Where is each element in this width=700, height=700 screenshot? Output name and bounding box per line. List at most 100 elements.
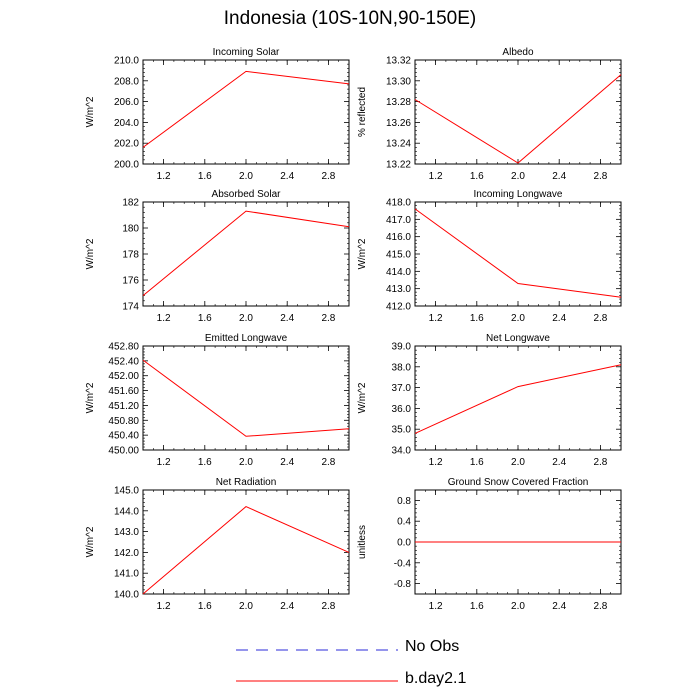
chart-incoming-solar: Incoming Solar W/m^2 1.2 1.6 2.0 2.4 2.8 200.0 2… bbox=[85, 47, 350, 182]
x-tick-label: 2.0 bbox=[239, 313, 253, 324]
legend-line-no-obs bbox=[236, 649, 398, 651]
y-tick-label: 140.0 bbox=[114, 590, 139, 601]
y-tick-label: 39.0 bbox=[392, 342, 412, 353]
y-tick-label: -0.4 bbox=[394, 558, 412, 569]
y-tick-label: 13.30 bbox=[386, 76, 411, 87]
x-tick-label: 2.4 bbox=[280, 171, 294, 182]
x-tick-label: 2.0 bbox=[511, 601, 525, 612]
y-tick-label: 206.0 bbox=[114, 97, 139, 108]
y-tick-label: 413.0 bbox=[386, 284, 411, 295]
y-tick-label: 200.0 bbox=[114, 160, 139, 171]
x-tick-label: 1.2 bbox=[429, 171, 443, 182]
y-tick-label: 452.40 bbox=[108, 356, 139, 367]
x-tick-label: 2.8 bbox=[593, 313, 607, 324]
y-tick-label: 452.80 bbox=[108, 342, 139, 353]
x-tick-label: 2.4 bbox=[280, 313, 294, 324]
y-tick-label: 415.0 bbox=[386, 250, 411, 261]
chart-title: Incoming Longwave bbox=[474, 189, 563, 200]
y-tick-label: 204.0 bbox=[114, 118, 139, 129]
chart-net-longwave: Net Longwave W/m^2 1.2 1.6 2.0 2.4 2.8 34.0 35.0… bbox=[357, 333, 622, 468]
x-tick-label: 1.6 bbox=[470, 601, 484, 612]
chart-incoming-longwave: Incoming Longwave W/m^2 1.2 1.6 2.0 2.4 2.8 412… bbox=[357, 189, 622, 324]
x-tick-label: 2.0 bbox=[239, 601, 253, 612]
y-tick-label: 452.00 bbox=[108, 371, 139, 382]
plot-frame bbox=[414, 345, 622, 451]
y-tick-label: 36.0 bbox=[392, 404, 412, 415]
y-tick-label: 35.0 bbox=[392, 425, 412, 436]
y-tick-label: 451.60 bbox=[108, 386, 139, 397]
chart-emitted-longwave: Emitted Longwave W/m^2 1.2 1.6 2.0 2.4 2.8 450.… bbox=[85, 333, 350, 468]
x-tick-label: 1.6 bbox=[198, 457, 212, 468]
x-tick-label: 2.8 bbox=[593, 171, 607, 182]
y-tick-label: 13.26 bbox=[386, 118, 411, 129]
y-tick-label: 417.0 bbox=[386, 215, 411, 226]
chart-title: Absorbed Solar bbox=[212, 189, 282, 200]
page-title: Indonesia (10S-10N,90-150E) bbox=[223, 8, 477, 29]
x-tick-label: 2.0 bbox=[239, 171, 253, 182]
x-tick-label: 2.0 bbox=[511, 313, 525, 324]
legend-label-b-day2-1: b.day2.1 bbox=[405, 670, 467, 687]
y-tick-label: 141.0 bbox=[114, 569, 139, 580]
x-tick-label: 2.8 bbox=[321, 457, 335, 468]
y-axis-label: W/m^2 bbox=[85, 382, 96, 413]
x-tick-label: 1.2 bbox=[429, 601, 443, 612]
chart-albedo: Albedo % reflected 1.2 1.6 2.0 2.4 2.8 13.22 13.… bbox=[357, 47, 622, 182]
x-tick-label: 1.2 bbox=[429, 457, 443, 468]
series-line-b-day2-1 bbox=[414, 74, 622, 164]
x-tick-label: 1.2 bbox=[157, 171, 171, 182]
y-tick-label: 416.0 bbox=[386, 232, 411, 243]
y-tick-label: 143.0 bbox=[114, 527, 139, 538]
series-line-b-day2-1 bbox=[414, 208, 622, 298]
x-tick-label: 2.4 bbox=[552, 601, 566, 612]
chart-title: Emitted Longwave bbox=[205, 333, 288, 344]
y-tick-label: 142.0 bbox=[114, 548, 139, 559]
x-tick-label: 1.6 bbox=[470, 313, 484, 324]
x-tick-label: 1.2 bbox=[157, 457, 171, 468]
y-tick-label: 202.0 bbox=[114, 139, 139, 150]
plot-frame bbox=[414, 59, 622, 165]
y-axis-label: W/m^2 bbox=[357, 238, 368, 269]
y-tick-label: 38.0 bbox=[392, 362, 412, 373]
y-tick-label: 414.0 bbox=[386, 267, 411, 278]
y-tick-label: 174 bbox=[122, 302, 139, 313]
x-tick-label: 2.4 bbox=[280, 601, 294, 612]
chart-title: Ground Snow Covered Fraction bbox=[448, 477, 589, 488]
x-tick-label: 2.8 bbox=[321, 171, 335, 182]
y-tick-label: 144.0 bbox=[114, 506, 139, 517]
y-tick-label: 13.24 bbox=[386, 139, 411, 150]
y-tick-label: 210.0 bbox=[114, 56, 139, 67]
y-tick-label: 34.0 bbox=[392, 446, 412, 457]
x-tick-label: 1.6 bbox=[470, 171, 484, 182]
x-tick-label: 2.4 bbox=[552, 313, 566, 324]
plot-frame bbox=[414, 201, 622, 307]
legend-label-no-obs: No Obs bbox=[405, 638, 460, 655]
y-tick-label: 37.0 bbox=[392, 383, 412, 394]
x-tick-label: 2.8 bbox=[321, 313, 335, 324]
y-tick-label: 450.80 bbox=[108, 416, 139, 427]
x-tick-label: 1.6 bbox=[198, 313, 212, 324]
plot-frame bbox=[142, 489, 350, 595]
y-axis-label: W/m^2 bbox=[85, 96, 96, 127]
y-tick-label: 450.00 bbox=[108, 446, 139, 457]
y-tick-label: -0.8 bbox=[394, 579, 412, 590]
x-tick-label: 1.2 bbox=[157, 601, 171, 612]
x-tick-label: 2.8 bbox=[321, 601, 335, 612]
y-tick-label: 0.0 bbox=[397, 538, 411, 549]
plot-frame bbox=[142, 59, 350, 165]
x-tick-label: 2.0 bbox=[511, 171, 525, 182]
chart-title: Net Longwave bbox=[486, 333, 550, 344]
chart-title: Albedo bbox=[502, 47, 534, 58]
y-tick-label: 178 bbox=[122, 250, 139, 261]
plot-frame bbox=[142, 201, 350, 307]
chart-net-radiation: Net Radiation W/m^2 1.2 1.6 2.0 2.4 2.8 140.0 14… bbox=[85, 477, 350, 612]
y-tick-label: 182 bbox=[122, 198, 139, 209]
x-tick-label: 2.4 bbox=[552, 171, 566, 182]
y-axis-label: % reflected bbox=[357, 87, 368, 137]
y-tick-label: 13.32 bbox=[386, 56, 411, 67]
y-axis-label: unitless bbox=[357, 525, 368, 559]
series-line-b-day2-1 bbox=[142, 359, 350, 437]
y-axis-label: W/m^2 bbox=[357, 382, 368, 413]
x-tick-label: 1.6 bbox=[470, 457, 484, 468]
x-tick-label: 2.4 bbox=[280, 457, 294, 468]
